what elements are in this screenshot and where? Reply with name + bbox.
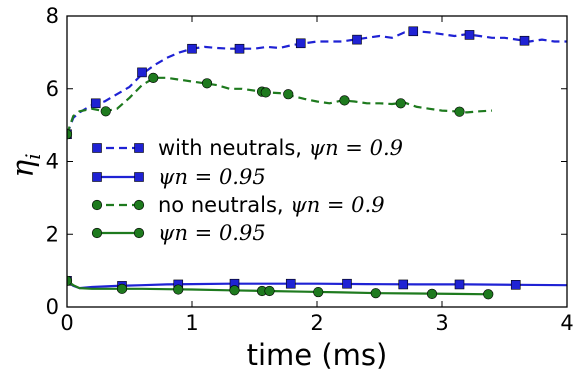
series-line xyxy=(67,76,493,135)
legend-entry: ψn = 0.95 xyxy=(92,165,266,189)
data-point xyxy=(313,286,324,298)
legend-math: ψn = 0.95 xyxy=(158,165,266,189)
data-point xyxy=(283,89,294,100)
data-point xyxy=(285,278,296,289)
data-point xyxy=(173,284,184,295)
legend-label: no neutrals, ψn = 0.9 xyxy=(158,193,385,217)
x-tick-label: 2 xyxy=(310,311,323,335)
legend-marker xyxy=(133,199,145,211)
data-point xyxy=(201,78,213,89)
data-point xyxy=(187,43,197,54)
series-4 xyxy=(67,275,494,300)
legend-marker xyxy=(134,172,144,182)
data-point xyxy=(398,279,409,290)
series-layer xyxy=(67,26,567,300)
data-point xyxy=(408,26,419,37)
data-point xyxy=(100,106,111,117)
legend-marker xyxy=(91,199,103,211)
ticks-layer: 0 1 2 3 4 0 2 4 6 8 xyxy=(46,4,574,335)
data-point xyxy=(264,285,275,297)
data-point xyxy=(510,280,521,290)
data-point xyxy=(137,67,147,78)
data-point xyxy=(229,285,240,296)
x-tick-label: 1 xyxy=(185,311,198,335)
legend-label: ψn = 0.95 xyxy=(158,221,266,245)
data-point xyxy=(342,278,352,289)
y-axis-label-symbol: η xyxy=(6,160,41,178)
y-tick-label: 4 xyxy=(46,150,59,174)
data-point xyxy=(370,288,381,299)
series-3 xyxy=(67,72,493,140)
data-point xyxy=(116,283,128,294)
series-line xyxy=(67,279,567,290)
x-tick-label: 3 xyxy=(435,311,448,335)
data-point xyxy=(483,289,494,300)
data-point xyxy=(148,72,159,83)
series-1 xyxy=(67,26,567,140)
legend-marker xyxy=(91,227,103,239)
data-point xyxy=(234,43,245,54)
legend-name: with neutrals, xyxy=(158,136,309,160)
legend-label: with neutrals, ψn = 0.9 xyxy=(158,136,403,160)
data-point xyxy=(339,95,350,106)
y-tick-label: 8 xyxy=(46,4,59,28)
data-point xyxy=(454,106,465,117)
y-axis-label-subscript: i xyxy=(21,153,45,159)
x-tick-label: 4 xyxy=(560,311,573,335)
plot-frame xyxy=(66,15,568,308)
legend-marker xyxy=(134,143,144,153)
data-point xyxy=(426,288,438,300)
legend-marker xyxy=(92,143,102,153)
legend: with neutrals, ψn = 0.9 ψn = 0.95 no neutr… xyxy=(91,136,403,245)
legend-math: ψn = 0.9 xyxy=(290,193,384,217)
data-point xyxy=(90,98,101,109)
legend-entry: with neutrals, ψn = 0.9 xyxy=(92,136,403,160)
legend-marker xyxy=(92,172,102,182)
data-point xyxy=(454,279,465,290)
y-tick-label: 2 xyxy=(46,222,59,246)
series-line xyxy=(67,279,493,296)
y-tick-label: 6 xyxy=(46,77,59,101)
y-axis-label: ηi xyxy=(6,153,45,177)
legend-label: ψn = 0.95 xyxy=(158,165,266,189)
data-point xyxy=(464,30,475,40)
y-tick-label: 0 xyxy=(46,295,59,319)
legend-entry: no neutrals, ψn = 0.9 xyxy=(91,193,385,217)
data-point xyxy=(260,87,271,98)
legend-name: no neutrals, xyxy=(158,193,290,217)
series-line xyxy=(67,30,567,135)
legend-math: ψn = 0.95 xyxy=(158,221,266,245)
data-point xyxy=(519,35,530,46)
x-axis-label: time (ms) xyxy=(247,338,388,372)
data-point xyxy=(352,34,362,45)
data-point xyxy=(295,38,306,49)
x-tick-label: 0 xyxy=(60,311,73,335)
legend-entry: ψn = 0.95 xyxy=(91,221,266,245)
legend-marker xyxy=(133,227,145,239)
data-point xyxy=(395,98,406,109)
legend-math: ψn = 0.9 xyxy=(309,136,403,160)
